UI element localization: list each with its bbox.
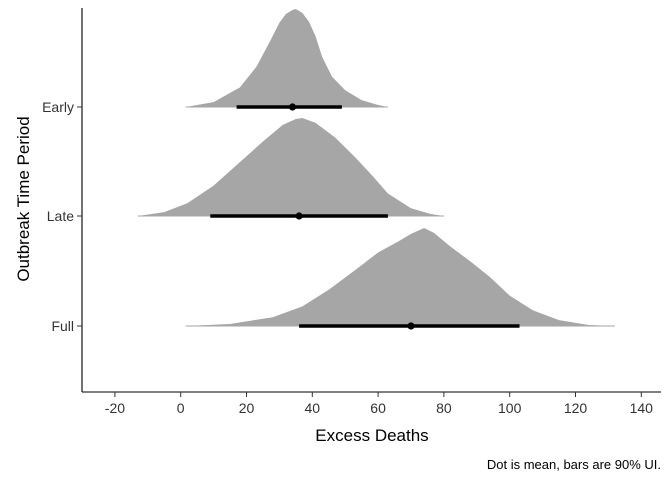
y-tick-label: Full <box>51 318 74 334</box>
x-tick-label: 40 <box>305 400 321 416</box>
x-tick-label: 20 <box>239 400 255 416</box>
y-axis-title: Outbreak Time Period <box>14 116 33 281</box>
x-axis-title: Excess Deaths <box>315 426 428 445</box>
density-late <box>137 118 444 216</box>
mean-dot-late <box>295 212 303 220</box>
mean-dot-early <box>288 103 297 111</box>
y-tick-label: Late <box>47 208 74 224</box>
x-tick-label: 0 <box>177 400 185 416</box>
y-tick-label: Early <box>42 99 74 115</box>
x-tick-label: -20 <box>105 400 125 416</box>
density-early <box>185 9 388 107</box>
caption: Dot is mean, bars are 90% UI. <box>487 457 661 472</box>
x-tick-label: 100 <box>498 400 522 416</box>
x-tick-label: 80 <box>436 400 452 416</box>
mean-dot-full <box>407 322 415 330</box>
x-tick-label: 120 <box>564 400 588 416</box>
density-layer <box>137 9 615 327</box>
axes-layer: -20 0 20 40 60 80 100 120 140 Early Late Full <box>42 8 661 416</box>
interval-layer <box>210 103 520 330</box>
x-tick-label: 140 <box>630 400 654 416</box>
density-full <box>185 228 615 326</box>
x-tick-label: 60 <box>370 400 386 416</box>
